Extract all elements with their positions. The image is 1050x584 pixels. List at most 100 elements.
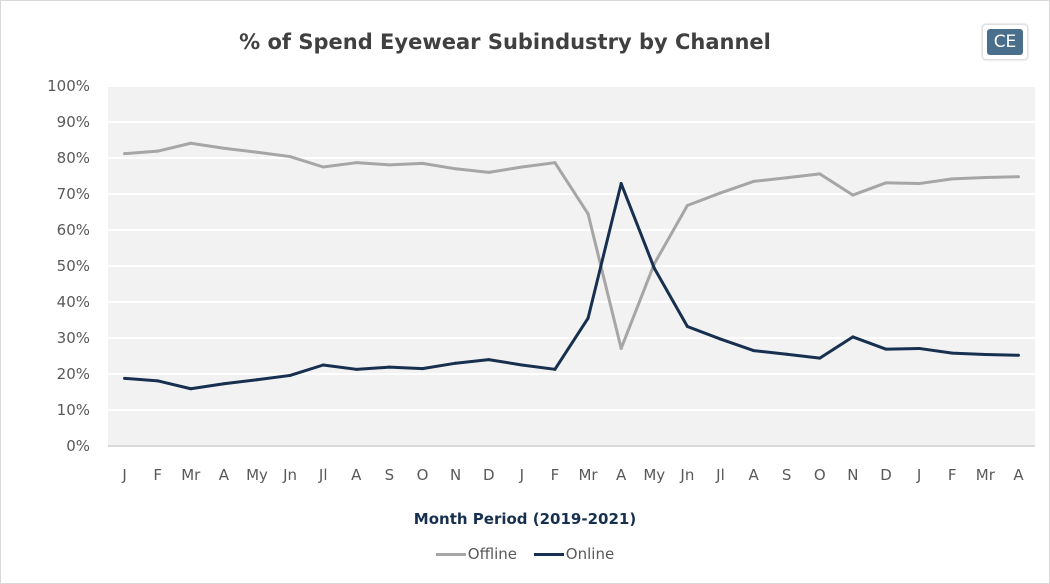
data-point-offline [321, 165, 325, 169]
data-point-offline [884, 181, 888, 185]
x-tick-label: S [782, 466, 792, 484]
data-point-online [652, 266, 656, 270]
y-tick-label: 40% [57, 293, 90, 311]
ce-logo: CE [982, 24, 1028, 60]
y-tick-label: 80% [57, 149, 90, 167]
x-tick-label: F [551, 466, 560, 484]
x-tick-label: A [351, 466, 362, 484]
y-tick-label: 50% [57, 257, 90, 275]
x-tick-label: F [948, 466, 957, 484]
legend-label-online: Online [565, 545, 615, 563]
legend-swatch-offline [435, 553, 466, 556]
data-point-offline [752, 179, 756, 183]
x-axis-title: Month Period (2019-2021) [413, 510, 637, 528]
ce-logo-text: CE [987, 29, 1023, 55]
data-point-online [983, 353, 987, 357]
data-point-offline [189, 141, 193, 145]
x-tick-label: My [246, 466, 268, 484]
data-point-offline [950, 177, 954, 181]
data-point-online [156, 379, 160, 383]
data-point-online [586, 316, 590, 320]
data-point-online [487, 358, 491, 362]
data-point-offline [288, 155, 292, 159]
data-point-online [255, 378, 259, 382]
data-point-online [354, 367, 358, 371]
data-point-online [950, 351, 954, 355]
data-point-offline [387, 163, 391, 167]
data-point-offline [454, 167, 458, 171]
x-tick-label: Mr [976, 466, 996, 484]
data-point-offline [851, 193, 855, 197]
x-tick-label: A [748, 466, 759, 484]
data-point-online [288, 373, 292, 377]
data-point-online [520, 363, 524, 367]
x-tick-label: D [483, 466, 495, 484]
x-tick-label: Mr [578, 466, 598, 484]
data-point-online [189, 387, 193, 391]
data-point-offline [586, 212, 590, 216]
data-point-online [222, 382, 226, 386]
data-point-online [619, 182, 623, 186]
x-tick-label: O [814, 466, 826, 484]
x-tick-label: F [153, 466, 162, 484]
x-tick-label: Jl [318, 466, 328, 484]
data-point-online [123, 376, 127, 380]
x-tick-label: Jn [679, 466, 694, 484]
data-point-online [718, 337, 722, 341]
data-point-online [917, 346, 921, 350]
x-tick-label: S [385, 466, 395, 484]
data-point-offline [818, 172, 822, 176]
data-point-offline [255, 150, 259, 154]
x-tick-label: N [847, 466, 858, 484]
y-tick-label: 70% [57, 185, 90, 203]
y-tick-label: 90% [57, 113, 90, 131]
data-point-online [421, 367, 425, 371]
data-point-offline [123, 152, 127, 156]
x-tick-label: J [916, 466, 921, 484]
legend-swatch-online [533, 553, 564, 556]
x-tick-label: Jl [715, 466, 725, 484]
data-point-offline [354, 161, 358, 165]
y-tick-label: 0% [66, 437, 90, 455]
data-point-offline [718, 191, 722, 195]
chart-title: % of Spend Eyewear Subindustry by Channe… [239, 30, 771, 54]
data-point-offline [421, 161, 425, 165]
data-point-offline [222, 146, 226, 150]
data-point-offline [685, 204, 689, 208]
x-tick-label: A [1013, 466, 1024, 484]
data-point-online [454, 361, 458, 365]
data-point-online [1016, 353, 1020, 357]
x-tick-label: J [519, 466, 524, 484]
legend-item-offline: Offline [435, 545, 518, 563]
data-point-online [851, 335, 855, 339]
data-point-offline [1016, 175, 1020, 179]
x-tick-label: D [880, 466, 892, 484]
data-point-online [553, 367, 557, 371]
series-line-online [124, 182, 1019, 391]
data-point-offline [553, 161, 557, 165]
data-point-offline [983, 175, 987, 179]
x-tick-label: My [643, 466, 665, 484]
x-tick-label: A [219, 466, 230, 484]
data-point-online [321, 363, 325, 367]
data-point-online [387, 365, 391, 369]
y-tick-label: 10% [57, 401, 90, 419]
data-point-online [818, 356, 822, 360]
x-tick-label: J [121, 466, 126, 484]
x-tick-label: A [616, 466, 627, 484]
x-tick-label: O [417, 466, 429, 484]
y-tick-label: 60% [57, 221, 90, 239]
data-point-online [884, 347, 888, 351]
x-tick-label: N [450, 466, 461, 484]
data-point-online [685, 324, 689, 328]
x-tick-label: Jn [282, 466, 297, 484]
y-tick-label: 20% [57, 365, 90, 383]
data-point-offline [520, 165, 524, 169]
data-point-offline [487, 170, 491, 174]
data-point-offline [917, 182, 921, 186]
x-tick-label: Mr [181, 466, 201, 484]
y-tick-label: 100% [47, 77, 90, 95]
legend-label-offline: Offline [467, 545, 518, 563]
data-point-online [785, 352, 789, 356]
